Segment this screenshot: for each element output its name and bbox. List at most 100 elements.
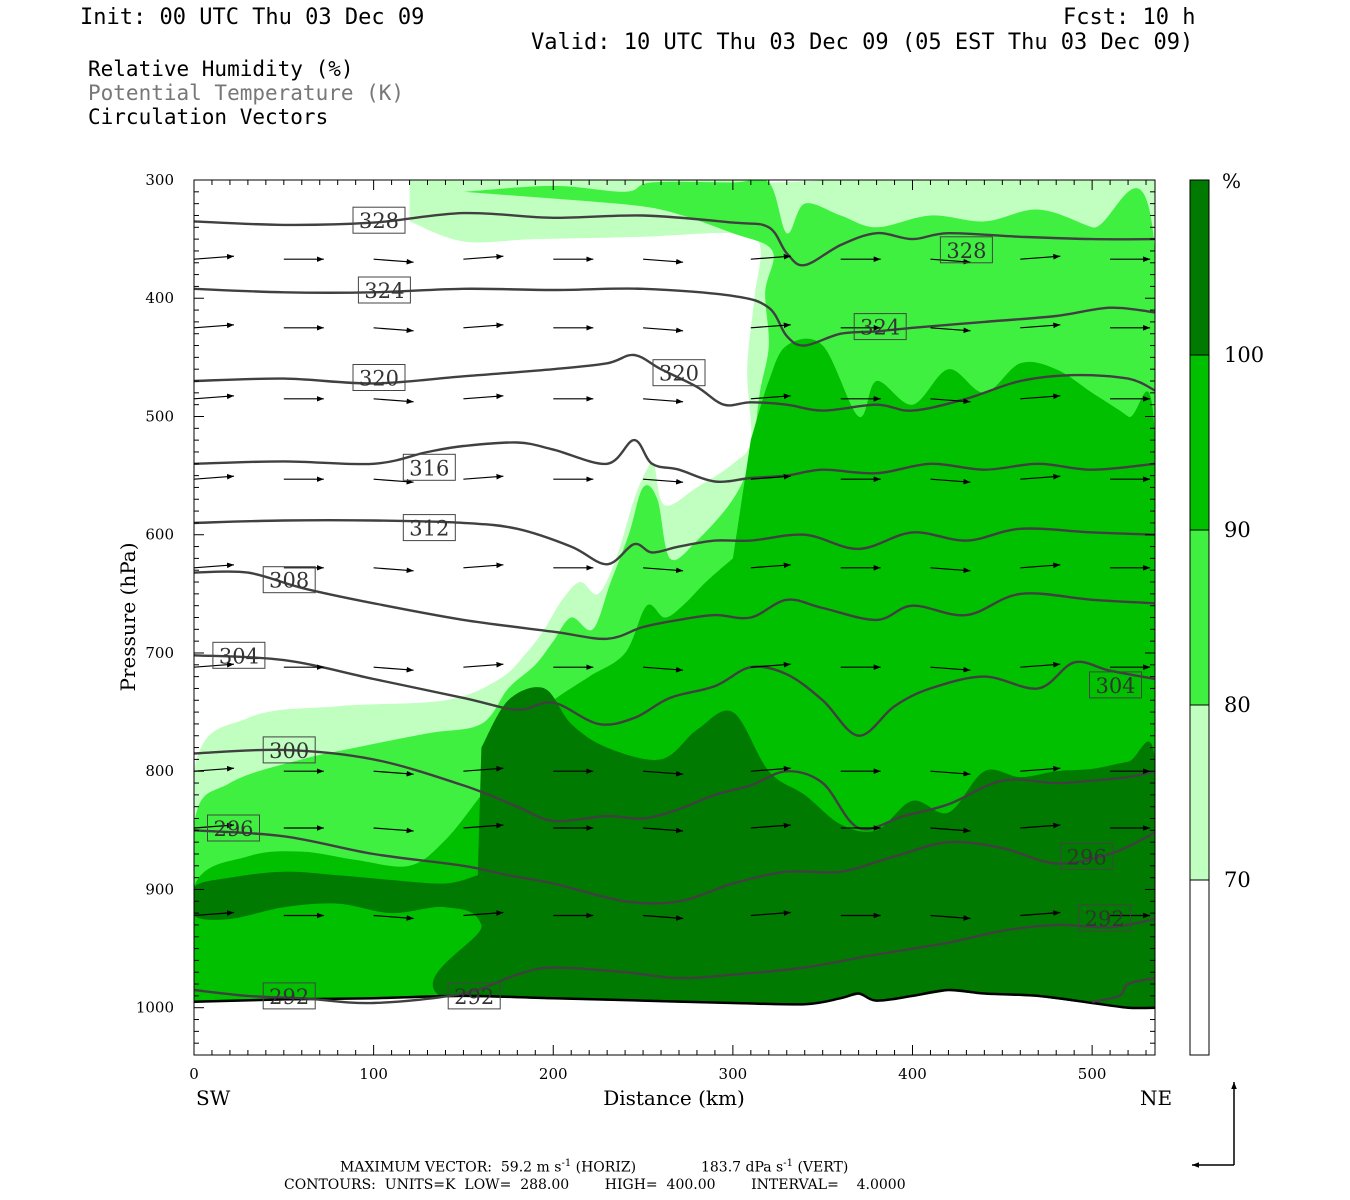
x-tick-label: 100 [359,1065,388,1083]
circulation-vector [194,765,235,772]
ne-end-label: NE [1140,1086,1172,1110]
theta-contour-label: 328 [939,236,993,264]
theta-contour-label: 292 [447,982,501,1010]
axes: 300 400 500 600 700 800 900 1000 0 100 200 300 400 50… [136,171,1155,1083]
theta-contour-label: 296 [1060,842,1114,870]
circulation-vector [194,253,235,260]
colorbar-segment [1190,705,1209,880]
theta-contour-288 [1091,976,1155,1003]
circulation-vector [463,393,504,400]
circulation-vector [194,562,235,569]
circulation-vector [1020,393,1061,400]
theta-contour-label: 292 [262,982,316,1010]
init-time: Init: 00 UTC Thu 03 Dec 09 [80,5,425,30]
theta-contour-label: 300 [262,736,316,764]
colorbar-unit: % [1222,169,1241,193]
circulation-vector [373,914,414,921]
svg-text:292: 292 [1085,907,1125,931]
svg-text:324: 324 [364,279,404,303]
colorbar-segment [1190,880,1209,1055]
colorbar-tick-label: 80 [1224,693,1251,717]
circulation-vector [463,822,504,829]
valid-time: Valid: 10 UTC Thu 03 Dec 09 (05 EST Thu … [531,30,1194,55]
svg-text:320: 320 [359,367,399,391]
circulation-vector [463,910,504,917]
forecast-hour: Fcst: 10 h [1063,5,1196,30]
max-vector-line: MAXIMUM VECTOR: 59.2 m s-1 (HORIZ) 183.7… [340,1158,848,1176]
y-tick-label: 700 [145,644,174,662]
colorbar: 70 80 90 100% [1189,169,1264,1056]
circulation-vector [373,827,414,834]
circulation-vector [194,822,235,829]
circulation-vector [643,914,684,921]
circulation-vector [643,770,684,777]
theta-contour-label: 296 [207,814,260,842]
circulation-vector [194,393,235,400]
svg-text:328: 328 [946,239,986,263]
circulation-vector [1020,765,1061,772]
x-tick-label: 0 [189,1065,199,1083]
theta-contour-312 [194,519,1155,566]
circulation-vector [643,827,684,834]
circulation-vector [373,666,414,673]
contours-info: CONTOURS: UNITS=K LOW= 288.00 HIGH= 400.… [284,1177,906,1193]
y-tick-label: 900 [145,880,174,898]
y-tick-label: 800 [145,762,174,780]
svg-text:304: 304 [219,644,259,668]
colorbar-segment [1190,355,1209,530]
x-tick-label: 400 [898,1065,927,1083]
y-tick-label: 1000 [136,999,174,1017]
x-tick-label: 300 [719,1065,748,1083]
circulation-vector [463,661,504,668]
horiz-exponent: -1 [561,1158,572,1169]
colorbar-tick-label: 100 [1224,343,1264,367]
y-tick-label: 300 [145,171,174,189]
svg-text:304: 304 [1095,674,1135,698]
circulation-vector [643,478,684,485]
circulation-vector [930,770,971,777]
x-tick-label: 500 [1078,1065,1107,1083]
circulation-vector [643,327,684,334]
circulation-vector [930,827,971,834]
circulation-vector [1020,910,1061,917]
theta-contour-label: 328 [352,206,406,234]
theta-contour-328 [194,211,1155,267]
colorbar-segment [1190,530,1209,705]
rh-field-100 [194,687,1155,1030]
theta-contour-label: 324 [853,313,907,341]
circulation-vector [750,661,791,668]
theta-contour-label: 320 [352,364,406,391]
circulation-vector [463,765,504,772]
surface-line [194,988,1155,1010]
colorbar-segment [1190,180,1209,355]
theta-contour-316 [194,438,1155,483]
theta-contour-label: 324 [357,276,411,304]
theta-contour-label: 316 [402,453,456,481]
theta-contour-320 [194,353,1155,412]
circulation-vector [930,258,971,265]
circulation-vector [194,322,235,329]
max-vert-tag: (VERT) [797,1159,849,1176]
circulation-vector [643,398,684,405]
legend-vectors: Circulation Vectors [88,105,329,129]
circulation-vector [1020,322,1061,329]
svg-text:316: 316 [409,456,449,480]
circulation-vector [463,253,504,260]
max-vector-label: MAXIMUM VECTOR: [340,1159,492,1176]
theta-contour-296 [194,829,1155,905]
circulation-vector [463,322,504,329]
circulation-vector [750,765,791,772]
circulation-vector [463,562,504,569]
svg-text:296: 296 [1067,845,1107,869]
y-axis-title: Pressure (hPa) [116,543,140,692]
max-horiz-value: 59.2 m s [500,1159,562,1176]
circulation-vector [750,473,791,480]
circulation-vector [643,258,684,265]
circulation-vector [643,666,684,673]
svg-text:292: 292 [269,985,309,1009]
theta-contour-300 [194,748,1155,831]
max-horiz-tag: (HORIZ) [575,1159,637,1176]
circulation-vector [930,914,971,921]
theta-contour-label: 320 [652,359,706,387]
max-vert-value: 183.7 dPa s [700,1159,784,1176]
